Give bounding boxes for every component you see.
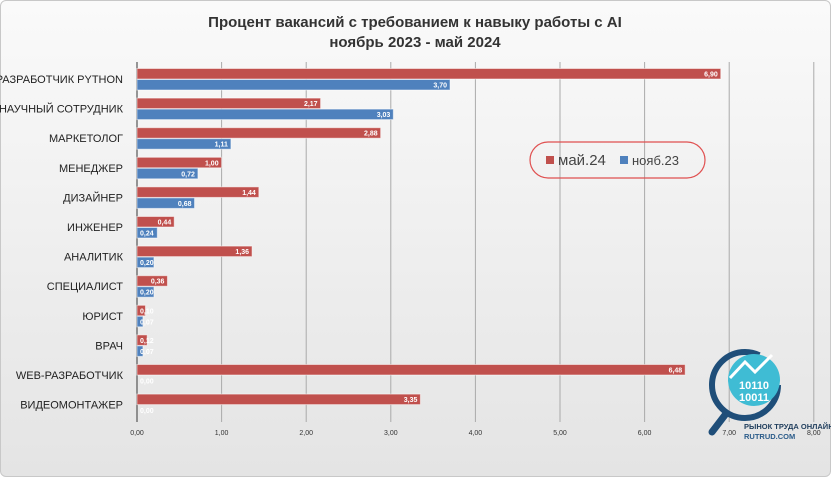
data-label: 6,48 xyxy=(669,368,683,375)
category-label: ИНЖЕНЕР xyxy=(67,222,123,234)
bar-may24 xyxy=(136,68,722,80)
category-label: АНАЛИТИК xyxy=(64,252,124,264)
bar-nov23 xyxy=(136,79,451,91)
legend-box xyxy=(529,141,706,179)
bar-nov23 xyxy=(136,227,158,239)
x-tick-label: 0,00 xyxy=(130,430,144,437)
legend-label-nov: нояб.23 xyxy=(632,153,679,168)
data-label: 0,20 xyxy=(140,260,154,267)
data-label: 1,00 xyxy=(205,160,219,167)
bar-may24 xyxy=(136,127,382,139)
category-label: РАЗРАБОТЧИК PYTHON xyxy=(0,74,123,86)
category-label: ДИЗАЙНЕР xyxy=(63,191,123,204)
data-label: 0,72 xyxy=(181,171,195,178)
logo-line2: RUTRUD.COM xyxy=(744,432,795,441)
svg-text:10011: 10011 xyxy=(739,392,769,404)
data-label: 0,44 xyxy=(158,220,172,227)
data-label: 3,35 xyxy=(404,397,418,404)
rutrud-logo: 10110 10011 РЫНОК ТРУДА ОНЛАЙН RUTRUD.CO… xyxy=(708,349,831,441)
category-label: НАУЧНЫЙ СОТРУДНИК xyxy=(0,103,124,116)
category-label: ВИДЕОМОНТАЖЕР xyxy=(20,400,123,412)
bar-nov23 xyxy=(136,256,155,269)
data-label: 0,10 xyxy=(140,308,154,315)
category-label: МЕНЕДЖЕР xyxy=(59,163,123,175)
bar-may24 xyxy=(136,364,686,376)
legend: май.24 нояб.23 xyxy=(529,141,706,179)
bar-nov23 xyxy=(136,345,144,357)
category-label: ВРАЧ xyxy=(95,340,123,352)
data-label: 0,68 xyxy=(178,201,192,208)
x-tick-label: 7,00 xyxy=(722,430,736,437)
category-label: ЮРИСТ xyxy=(82,311,123,323)
bar-nov23 xyxy=(136,197,196,209)
data-label: 1,11 xyxy=(215,142,228,149)
bar-nov23 xyxy=(136,138,232,150)
data-label: 1,44 xyxy=(242,190,256,197)
bar-nov23 xyxy=(136,167,199,180)
bar-may24 xyxy=(136,393,421,406)
data-label: 0,00 xyxy=(140,408,154,415)
data-label: 0,24 xyxy=(140,231,154,238)
logo-line1: РЫНОК ТРУДА ОНЛАЙН xyxy=(744,422,831,431)
data-label: 0,00 xyxy=(140,379,154,386)
data-label: 2,88 xyxy=(364,131,378,138)
data-label: 3,03 xyxy=(377,112,391,119)
bar-nov23 xyxy=(136,286,155,298)
data-label: 2,17 xyxy=(304,101,318,108)
category-label: СПЕЦИАЛИСТ xyxy=(47,281,124,293)
data-label: 6,90 xyxy=(704,72,718,79)
x-tick-label: 5,00 xyxy=(553,430,567,437)
x-tick-label: 4,00 xyxy=(469,430,483,437)
legend-swatch-may xyxy=(546,156,554,164)
category-label: WEB-РАЗРАБОТЧИК xyxy=(16,370,124,382)
data-label: 0,12 xyxy=(140,338,154,345)
x-tick-label: 1,00 xyxy=(215,430,229,437)
bar-nov23 xyxy=(136,108,394,121)
bar-nov23 xyxy=(136,315,144,328)
chart-title-line2: ноябрь 2023 - май 2024 xyxy=(329,34,501,51)
x-tick-label: 3,00 xyxy=(384,430,398,437)
category-label: МАРКЕТОЛОГ xyxy=(49,133,123,145)
data-label: 0,07 xyxy=(140,319,154,326)
x-tick-label: 2,00 xyxy=(299,430,313,437)
data-label: 0,20 xyxy=(140,290,154,297)
data-label: 0,36 xyxy=(151,279,165,286)
x-tick-label: 6,00 xyxy=(638,430,652,437)
data-label: 3,70 xyxy=(433,83,447,90)
legend-label-may: май.24 xyxy=(558,152,606,169)
bar-may24 xyxy=(136,97,322,110)
x-tick-label: 8,00 xyxy=(807,430,821,437)
chart-title-line1: Процент вакансий с требованием к навыку … xyxy=(208,14,622,31)
bar-may24 xyxy=(136,186,260,198)
data-label: 0,07 xyxy=(140,349,154,356)
svg-text:10110: 10110 xyxy=(739,380,769,392)
legend-swatch-nov xyxy=(620,156,628,164)
bar-may24 xyxy=(136,245,253,258)
data-label: 1,36 xyxy=(235,249,249,256)
